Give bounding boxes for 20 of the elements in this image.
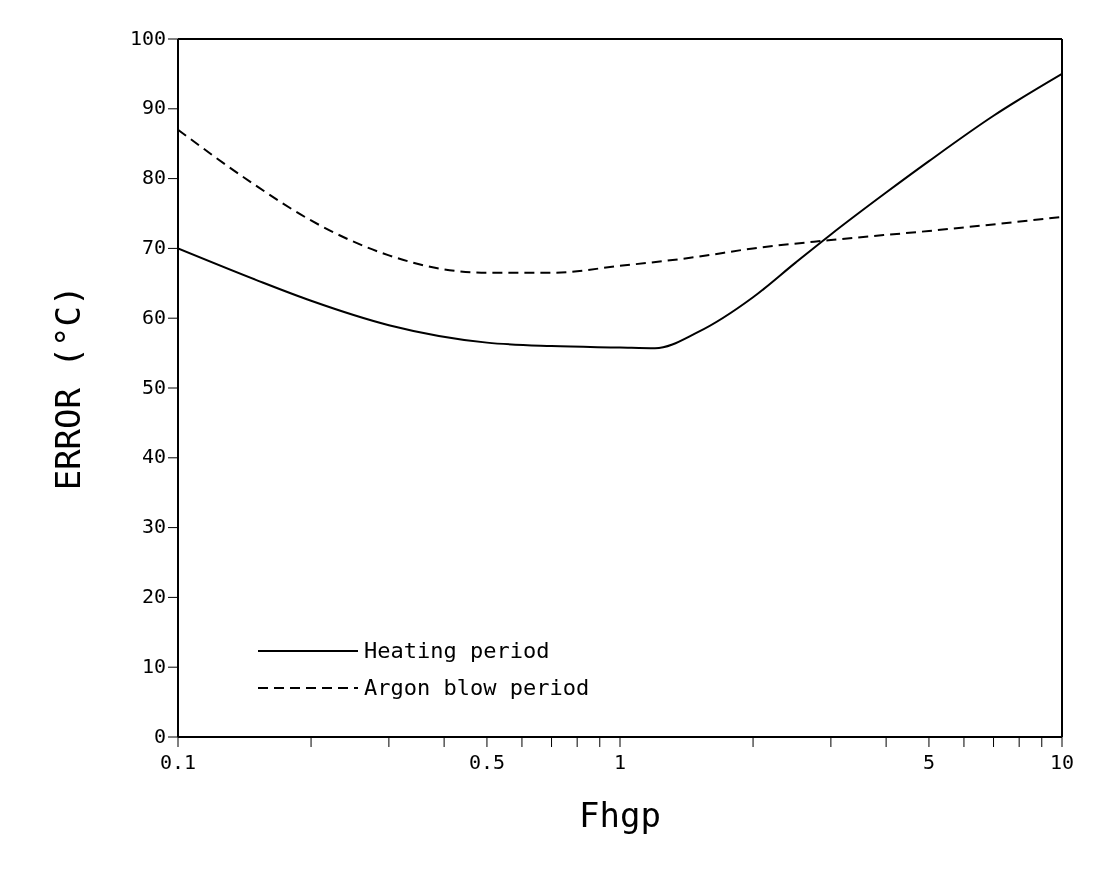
y-tick-label: 70: [141, 234, 166, 259]
x-tick-label: 1: [613, 749, 627, 774]
x-tick-label: 10: [1049, 749, 1075, 774]
y-tick-label: 90: [141, 95, 166, 120]
x-tick-label: 5: [922, 749, 935, 774]
y-tick-label: 50: [141, 374, 166, 399]
y-tick-label: 100: [129, 25, 166, 50]
y-axis-title: ERROR (°C): [48, 285, 89, 491]
x-tick-label: 0.5: [468, 749, 506, 774]
y-tick-label: 20: [141, 583, 166, 608]
y-tick-label: 40: [141, 444, 166, 469]
y-tick-label: 10: [141, 653, 166, 678]
x-axis-title: Fhgp: [579, 795, 661, 835]
y-tick-label: 30: [141, 514, 166, 539]
x-tick-label: 0.1: [159, 749, 197, 774]
legend-label: Argon blow period: [364, 675, 590, 700]
y-tick-label: 0: [153, 723, 166, 748]
legend-label: Heating period: [364, 638, 550, 663]
y-tick-label: 60: [141, 304, 166, 329]
y-tick-label: 80: [141, 165, 166, 190]
